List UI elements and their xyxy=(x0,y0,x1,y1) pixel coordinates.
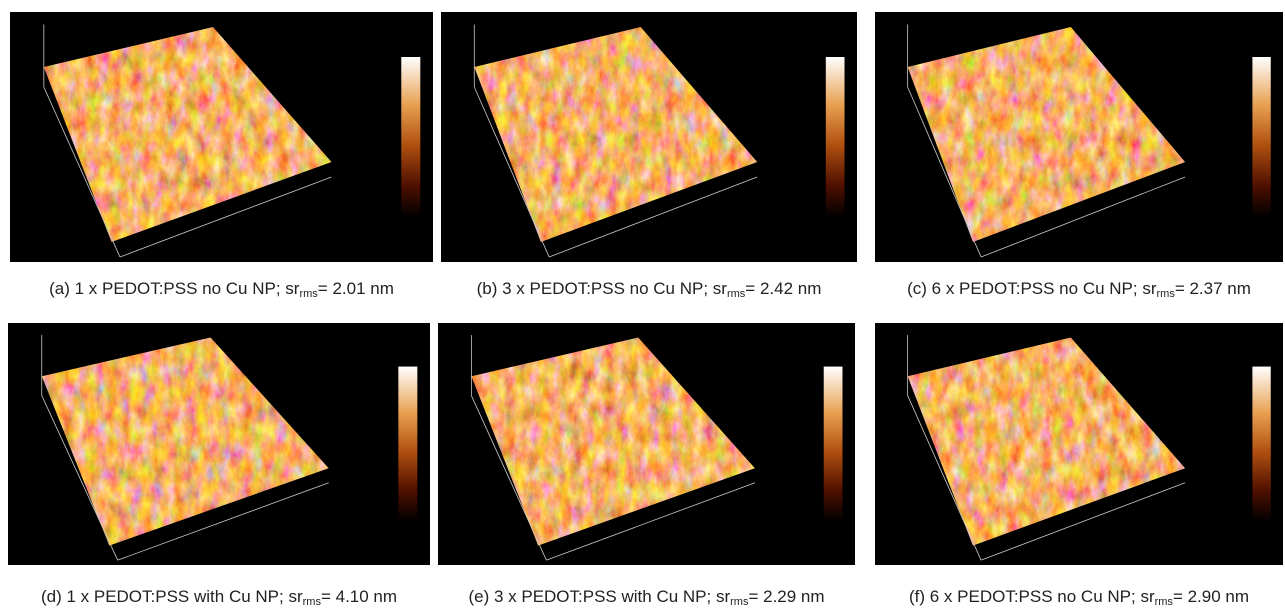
afm-panel xyxy=(875,12,1283,262)
afm-panel xyxy=(10,12,433,262)
caption-suffix: = 2.29 nm xyxy=(748,587,824,606)
afm-panel xyxy=(8,323,430,565)
caption: (b) 3 x PEDOT:PSS no Cu NP; srrms= 2.42 … xyxy=(441,279,857,300)
caption-subscript: rms xyxy=(730,596,748,608)
afm-image xyxy=(8,323,430,565)
color-scale xyxy=(1252,57,1270,217)
afm-image xyxy=(875,323,1283,565)
afm-image xyxy=(441,12,857,262)
caption-prefix: (a) 1 x PEDOT:PSS no Cu NP; sr xyxy=(49,279,299,298)
caption: (c) 6 x PEDOT:PSS no Cu NP; srrms= 2.37 … xyxy=(875,279,1283,300)
caption-subscript: rms xyxy=(299,288,317,300)
caption-suffix: = 4.10 nm xyxy=(321,587,397,606)
color-scale xyxy=(401,57,420,217)
caption-suffix: = 2.37 nm xyxy=(1175,279,1251,298)
afm-panel xyxy=(438,323,855,565)
afm-image xyxy=(875,12,1283,262)
afm-image xyxy=(438,323,855,565)
caption: (f) 6 x PEDOT:PSS no Cu NP; srrms= 2.90 … xyxy=(875,587,1283,608)
figure: (a) 1 x PEDOT:PSS no Cu NP; srrms= 2.01 … xyxy=(0,0,1285,615)
afm-panel xyxy=(441,12,857,262)
caption-prefix: (e) 3 x PEDOT:PSS with Cu NP; sr xyxy=(468,587,730,606)
afm-image xyxy=(10,12,433,262)
color-scale xyxy=(1252,367,1270,522)
caption: (d) 1 x PEDOT:PSS with Cu NP; srrms= 4.1… xyxy=(8,587,430,608)
caption-suffix: = 2.90 nm xyxy=(1173,587,1249,606)
color-scale xyxy=(398,367,417,522)
caption-suffix: = 2.42 nm xyxy=(745,279,821,298)
color-scale xyxy=(824,367,843,522)
caption-subscript: rms xyxy=(1155,596,1173,608)
caption-prefix: (b) 3 x PEDOT:PSS no Cu NP; sr xyxy=(477,279,727,298)
caption-subscript: rms xyxy=(727,288,745,300)
color-scale xyxy=(826,57,845,217)
caption-prefix: (d) 1 x PEDOT:PSS with Cu NP; sr xyxy=(41,587,303,606)
caption: (a) 1 x PEDOT:PSS no Cu NP; srrms= 2.01 … xyxy=(10,279,433,300)
caption-prefix: (c) 6 x PEDOT:PSS no Cu NP; sr xyxy=(907,279,1156,298)
caption-prefix: (f) 6 x PEDOT:PSS no Cu NP; sr xyxy=(909,587,1155,606)
caption-subscript: rms xyxy=(303,596,321,608)
caption-suffix: = 2.01 nm xyxy=(318,279,394,298)
caption-subscript: rms xyxy=(1157,288,1175,300)
afm-panel xyxy=(875,323,1283,565)
caption: (e) 3 x PEDOT:PSS with Cu NP; srrms= 2.2… xyxy=(438,587,855,608)
